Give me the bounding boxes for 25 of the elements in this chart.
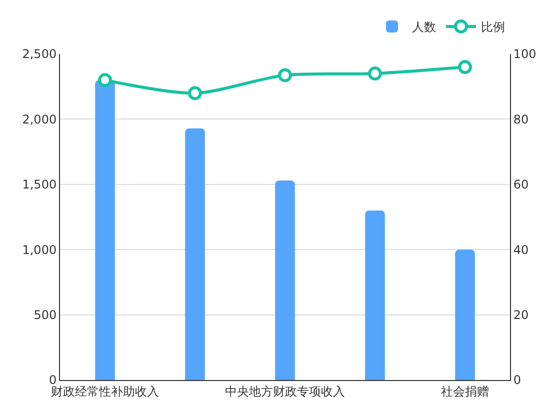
x-tick-label: 社会捐赠 (441, 384, 489, 398)
y2-tick-label: 80 (513, 112, 529, 126)
bar (95, 80, 115, 380)
bar (365, 210, 385, 380)
y-tick-label: 1,000 (22, 242, 57, 257)
y2-tick-label: 100 (513, 47, 536, 62)
y2-tick-label: 40 (513, 242, 529, 257)
bar (185, 128, 205, 380)
y2-tick-label: 60 (513, 178, 529, 192)
point (188, 86, 202, 100)
y2-tick-label: 0 (513, 373, 522, 388)
y-tick-label: 2,500 (22, 47, 57, 62)
y-tick-label: 500 (34, 308, 57, 322)
legend-label: 比例 (481, 20, 505, 34)
legend-label: 人数 (412, 20, 436, 34)
point (278, 68, 292, 82)
point (98, 73, 112, 88)
x-tick-label: 中央地方财政专项收入 (225, 384, 345, 398)
y-tick-label: 2,000 (22, 112, 57, 126)
bar (275, 180, 295, 380)
y-tick-label: 1,500 (22, 178, 57, 192)
point (458, 60, 472, 74)
point (368, 66, 382, 81)
bar (455, 250, 475, 380)
y2-tick-label: 20 (513, 308, 529, 322)
